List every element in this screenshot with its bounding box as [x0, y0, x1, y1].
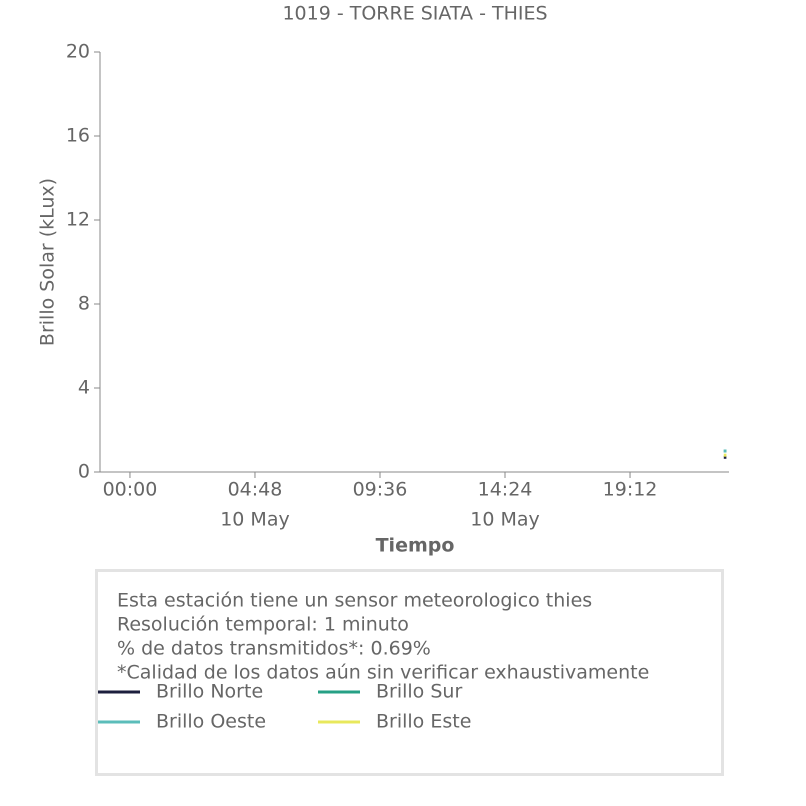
chart-title: 1019 - TORRE SIATA - THIES — [282, 3, 547, 25]
note-line: *Calidad de los datos aún sin verificar … — [117, 662, 649, 684]
x-tick-label: 00:00 — [103, 479, 158, 501]
y-tick-label: 8 — [78, 293, 90, 315]
x-tick-label: 04:48 — [228, 479, 283, 501]
y-axis-label: Brillo Solar (kLux) — [37, 178, 59, 346]
legend-label: Brillo Norte — [156, 681, 263, 703]
x-tick-label: 09:36 — [353, 479, 408, 501]
note-line: Esta estación tiene un sensor meteorolog… — [117, 590, 592, 612]
legend-label: Brillo Oeste — [156, 711, 266, 733]
y-tick-label: 0 — [78, 461, 90, 483]
x-axis-label: Tiempo — [376, 535, 455, 557]
note-line: Resolución temporal: 1 minuto — [117, 614, 409, 636]
x-tick-date: 10 May — [220, 509, 290, 531]
legend-label: Brillo Este — [376, 711, 471, 733]
legend-box — [95, 569, 724, 776]
y-tick-label: 16 — [66, 125, 90, 147]
legend-label: Brillo Sur — [376, 681, 462, 703]
x-tick-date: 10 May — [470, 509, 540, 531]
y-tick-label: 20 — [66, 41, 90, 63]
note-line: % de datos transmitidos*: 0.69% — [117, 638, 431, 660]
x-tick-label: 19:12 — [603, 479, 658, 501]
y-tick-label: 12 — [66, 209, 90, 231]
x-tick-label: 14:24 — [478, 479, 533, 501]
y-tick-label: 4 — [78, 377, 90, 399]
